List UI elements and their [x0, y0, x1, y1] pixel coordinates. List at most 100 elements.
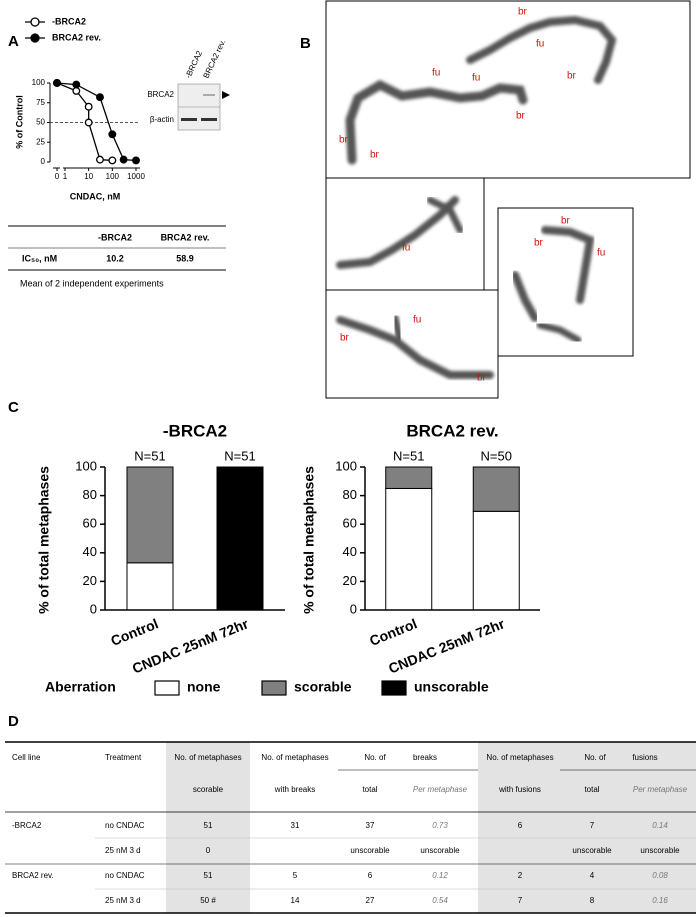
- table-cell: BRCA2 rev.: [12, 871, 54, 880]
- table-header: Per metaphase: [413, 785, 468, 794]
- panel-label: D: [8, 713, 19, 730]
- table-header: -BRCA2: [98, 232, 132, 242]
- table-cell: 58.9: [176, 253, 194, 263]
- table-header: No. of metaphases: [174, 753, 241, 762]
- table-cell: 5: [293, 871, 298, 880]
- legend-label: -BRCA2: [52, 16, 86, 26]
- table-header: Per metaphase: [633, 785, 688, 794]
- point: [84, 118, 93, 127]
- y-tick-label: 0: [90, 601, 97, 616]
- table-cell: 51: [204, 871, 213, 880]
- y-tick-label: 50: [36, 118, 45, 127]
- table-cell: unscorable: [350, 846, 390, 855]
- table-header: scorable: [193, 785, 224, 794]
- table-cell: no CNDAC: [105, 871, 145, 880]
- point: [108, 156, 117, 165]
- bar-segment: [472, 510, 520, 611]
- y-tick-label: 75: [36, 98, 45, 107]
- table-cell: 7: [518, 896, 523, 905]
- legend-label: BRCA2 rev.: [52, 32, 101, 42]
- table-cell: 51: [204, 821, 213, 830]
- legend-marker: [30, 33, 40, 43]
- point: [53, 79, 61, 87]
- table-header: with fusions: [498, 785, 541, 794]
- table-cell: 4: [590, 871, 595, 880]
- table-cell: -BRCA2: [12, 821, 42, 830]
- y-axis-label: % of Control: [14, 95, 24, 149]
- table-header: with breaks: [274, 785, 315, 794]
- y-tick-label: 80: [83, 487, 97, 502]
- aberration-label: fu: [536, 39, 544, 50]
- x-axis-label: CNDAC, nM: [70, 191, 121, 201]
- y-tick-label: 25: [36, 137, 45, 146]
- bar-annotation: N=50: [481, 448, 512, 463]
- table-cell: 7: [590, 821, 595, 830]
- chart-title: BRCA2 rev.: [406, 421, 498, 440]
- table-cell: 27: [366, 896, 375, 905]
- table-header: No. of: [584, 753, 606, 762]
- bar-segment: [126, 562, 174, 611]
- y-axis-label: % of total metaphases: [301, 466, 317, 614]
- bar-segment: [126, 466, 174, 564]
- ic50-table-lines: [8, 225, 226, 271]
- panel-label: C: [8, 399, 19, 416]
- table-cell: 0.12: [432, 871, 448, 880]
- aberration-label: br: [477, 373, 487, 384]
- table-cell: unscorable: [420, 846, 460, 855]
- karyotype-images: [325, 0, 691, 399]
- y-tick-label: 100: [75, 458, 97, 473]
- table-header: breaks: [413, 753, 437, 762]
- y-tick-label: 60: [83, 516, 97, 531]
- table-header: No. of metaphases: [486, 753, 553, 762]
- aberration-label: br: [567, 71, 577, 82]
- aberration-label: br: [370, 150, 380, 161]
- western-blot: [177, 83, 230, 131]
- aberration-label: fu: [432, 68, 440, 79]
- aberration-label: fu: [597, 248, 605, 259]
- table-header: No. of: [364, 753, 386, 762]
- panel-label: A: [8, 33, 19, 50]
- aberration-label: br: [518, 7, 528, 18]
- table-cell: 0.54: [432, 896, 448, 905]
- y-tick-label: 0: [41, 157, 46, 166]
- legend-title: Aberration: [45, 679, 116, 695]
- table-cell: no CNDAC: [105, 821, 145, 830]
- point: [72, 86, 81, 95]
- y-tick-label: 60: [343, 516, 357, 531]
- legend-label: none: [187, 679, 221, 695]
- table-header: fusions: [632, 753, 657, 762]
- bar-annotation: N=51: [134, 448, 165, 463]
- legend-label: scorable: [294, 679, 352, 695]
- y-tick-label: 20: [343, 573, 357, 588]
- table-cell: IC₅₀, nM: [22, 253, 57, 263]
- point: [72, 80, 81, 89]
- table-header: total: [362, 785, 377, 794]
- x-tick-label: 0: [55, 172, 60, 181]
- y-axis-label: % of total metaphases: [36, 466, 52, 614]
- aberration-label: br: [534, 238, 544, 249]
- y-tick-label: 100: [335, 458, 357, 473]
- table-header: Treatment: [105, 753, 142, 762]
- point: [108, 130, 117, 139]
- legend-swatch: [261, 680, 287, 696]
- table-cell: 0.08: [652, 871, 668, 880]
- table-cell: 6: [518, 821, 523, 830]
- table-cell: 2: [518, 871, 523, 880]
- table-cell: 0.14: [652, 821, 668, 830]
- table-cell: unscorable: [640, 846, 680, 855]
- table-cell: 0.73: [432, 821, 448, 830]
- chart-title: -BRCA2: [163, 421, 227, 440]
- bar-segment: [385, 487, 433, 611]
- y-tick-label: 40: [343, 544, 357, 559]
- aberration-label: fu: [402, 243, 410, 254]
- aberration-label: fu: [472, 73, 480, 84]
- table-cell: unscorable: [572, 846, 612, 855]
- curve: [56, 82, 113, 162]
- aberration-label: br: [339, 135, 349, 146]
- table-cell: 10.2: [106, 253, 124, 263]
- table-cell: 25 nM 3 d: [105, 896, 141, 905]
- table-header: Cell line: [12, 753, 41, 762]
- point: [96, 93, 104, 102]
- bar-annotation: N=51: [224, 448, 255, 463]
